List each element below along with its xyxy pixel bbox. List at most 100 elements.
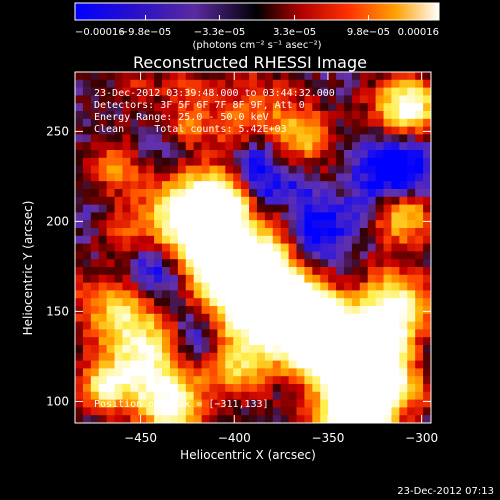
heatmap-cell xyxy=(304,298,313,306)
heatmap-cell xyxy=(99,244,108,252)
heatmap-cell xyxy=(178,267,187,275)
heatmap-cell xyxy=(178,228,187,236)
heatmap-cell xyxy=(178,142,187,150)
heatmap-cell xyxy=(202,134,211,142)
heatmap-cell xyxy=(399,244,408,252)
heatmap-cell xyxy=(233,345,242,353)
heatmap-cell xyxy=(122,368,131,376)
heatmap-cell xyxy=(209,290,218,298)
heatmap-cell xyxy=(146,197,155,205)
heatmap-cell xyxy=(297,329,306,337)
heatmap-cell xyxy=(415,314,424,322)
heatmap-cell xyxy=(209,368,218,376)
heatmap-cell xyxy=(328,415,337,423)
heatmap-cell xyxy=(312,259,321,267)
heatmap-cell xyxy=(107,329,116,337)
heatmap-cell xyxy=(99,345,108,353)
heatmap-cell xyxy=(233,275,242,283)
heatmap-cell xyxy=(107,244,116,252)
heatmap-cell xyxy=(289,290,298,298)
heatmap-cell xyxy=(344,103,353,111)
heatmap-cell xyxy=(241,212,250,220)
heatmap-cell xyxy=(170,322,179,330)
heatmap-cell xyxy=(360,166,369,174)
heatmap-cell xyxy=(391,384,400,392)
heatmap-cell xyxy=(273,251,282,259)
heatmap-cell xyxy=(304,150,313,158)
heatmap-cell xyxy=(91,134,100,142)
heatmap-cell xyxy=(376,197,385,205)
heatmap-cell xyxy=(391,220,400,228)
heatmap-cell xyxy=(312,368,321,376)
heatmap-cell xyxy=(281,275,290,283)
heatmap-cell xyxy=(217,337,226,345)
heatmap-cell xyxy=(368,314,377,322)
heatmap-cell xyxy=(257,150,266,158)
heatmap-cell xyxy=(178,220,187,228)
heatmap-cell xyxy=(320,212,329,220)
heatmap-cell xyxy=(115,142,124,150)
heatmap-cell xyxy=(178,368,187,376)
heatmap-cell xyxy=(170,290,179,298)
heatmap-cell xyxy=(107,166,116,174)
heatmap-cell xyxy=(360,103,369,111)
heatmap-cell xyxy=(202,329,211,337)
heatmap-cell xyxy=(399,290,408,298)
heatmap-cell xyxy=(209,251,218,259)
heatmap-cell xyxy=(384,267,393,275)
heatmap-cell xyxy=(186,72,195,80)
heatmap-cell xyxy=(304,275,313,283)
heatmap-cell xyxy=(344,298,353,306)
heatmap-cell xyxy=(376,376,385,384)
heatmap-cell xyxy=(368,384,377,392)
heatmap-cell xyxy=(241,283,250,291)
heatmap-cell xyxy=(312,329,321,337)
heatmap-cell xyxy=(281,314,290,322)
annotation-time-range: 23-Dec-2012 03:39:48.000 to 03:44:32.000 xyxy=(94,88,335,99)
heatmap-cell xyxy=(233,228,242,236)
heatmap-cell xyxy=(320,205,329,213)
heatmap-cell xyxy=(162,228,171,236)
heatmap-cell xyxy=(423,72,432,80)
heatmap-cell xyxy=(423,142,432,150)
heatmap-cell xyxy=(360,376,369,384)
heatmap-cell xyxy=(186,228,195,236)
heatmap-cell xyxy=(352,306,361,314)
heatmap-cell xyxy=(162,80,171,88)
heatmap-cell xyxy=(186,368,195,376)
heatmap-cell xyxy=(360,259,369,267)
heatmap-cell xyxy=(75,173,84,181)
heatmap-cell xyxy=(162,361,171,369)
heatmap-cell xyxy=(107,267,116,275)
heatmap-cell xyxy=(162,275,171,283)
heatmap-cell xyxy=(107,353,116,361)
heatmap-cell xyxy=(115,173,124,181)
heatmap-cell xyxy=(352,267,361,275)
heatmap-cell xyxy=(376,259,385,267)
heatmap-cell xyxy=(384,134,393,142)
heatmap-cell xyxy=(83,111,92,119)
heatmap-cell xyxy=(162,259,171,267)
heatmap-cell xyxy=(320,329,329,337)
heatmap-cell xyxy=(352,189,361,197)
heatmap-cell xyxy=(328,384,337,392)
heatmap-cell xyxy=(162,205,171,213)
heatmap-cell xyxy=(249,353,258,361)
heatmap-cell xyxy=(384,189,393,197)
heatmap-cell xyxy=(336,228,345,236)
heatmap-cell xyxy=(368,181,377,189)
heatmap-cell xyxy=(130,415,139,423)
heatmap-cell xyxy=(312,290,321,298)
heatmap-cell xyxy=(186,181,195,189)
heatmap-cell xyxy=(399,158,408,166)
heatmap-cell xyxy=(320,337,329,345)
heatmap-cell xyxy=(415,353,424,361)
heatmap-cell xyxy=(217,251,226,259)
heatmap-cell xyxy=(344,306,353,314)
heatmap-cell xyxy=(186,259,195,267)
heatmap-cell xyxy=(344,361,353,369)
heatmap-cell xyxy=(344,228,353,236)
heatmap-cell xyxy=(265,134,274,142)
heatmap-cell xyxy=(75,283,84,291)
heatmap-cell xyxy=(415,95,424,103)
